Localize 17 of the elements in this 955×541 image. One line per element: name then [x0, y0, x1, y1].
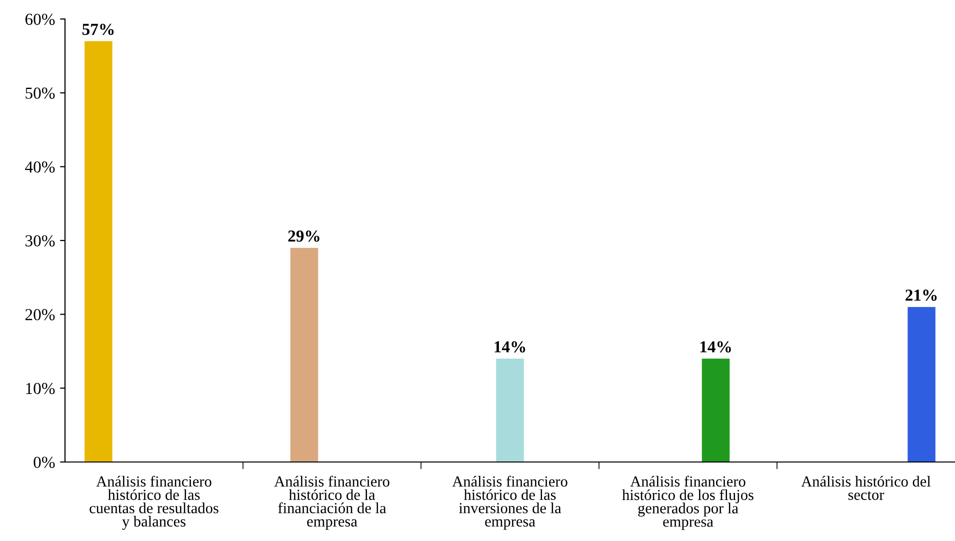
y-tick-label: 50% [26, 88, 55, 99]
x-tick-label: Análisis financiero histórico de la financiación de la empresa [274, 476, 390, 530]
x-tick-label: Análisis financiero histórico de las inversiones de la empresa [452, 476, 568, 530]
y-tick-label: 0% [34, 456, 55, 468]
data-label: 21% [906, 290, 937, 301]
x-tick-label: Análisis financiero histórico de las cuentas de resultados y balances [90, 476, 218, 530]
y-tick-label: 40% [25, 161, 55, 173]
y-tick-label: 30% [26, 235, 55, 246]
data-label: 14% [494, 341, 526, 353]
data-label: 29% [288, 230, 320, 242]
y-tick-label: 60% [25, 14, 55, 25]
y-tick-label: 20% [25, 309, 55, 320]
data-label: 57% [82, 24, 114, 36]
data-label: 14% [700, 341, 731, 353]
y-tick-label: 10% [26, 382, 55, 394]
x-tick-label: Análisis financiero histórico de los flujos generados por la empresa [622, 476, 754, 530]
x-tick-label: Análisis histórico del sector [801, 476, 931, 500]
